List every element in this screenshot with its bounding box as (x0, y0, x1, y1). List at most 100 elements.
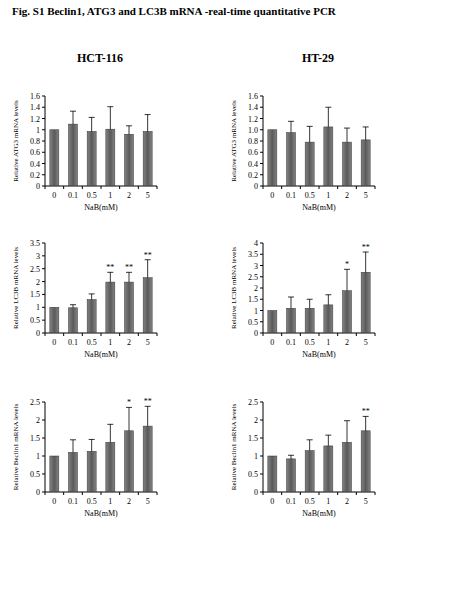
y-tick-label: 1.6 (30, 92, 40, 101)
error-cap (288, 121, 294, 122)
error-cap (70, 111, 76, 112)
error-bar (288, 455, 294, 459)
error-cap (107, 106, 113, 107)
significance: ** (362, 407, 370, 416)
x-tick (356, 186, 357, 189)
error-cap (307, 126, 313, 127)
y-tick-label: 1.4 (248, 103, 258, 112)
y-tick (260, 276, 263, 277)
column-header: HCT-116 (77, 51, 123, 65)
x-tick (82, 186, 83, 189)
x-tick (300, 492, 301, 495)
y-tick (42, 320, 45, 321)
y-tick-label: 0.2 (30, 171, 40, 180)
x-tick (375, 333, 376, 336)
x-tick (263, 333, 264, 336)
error-cap (344, 128, 350, 129)
bar (268, 456, 277, 492)
x-tick-label: 0.1 (68, 338, 78, 347)
error-cap (344, 420, 350, 421)
y-tick-label: 0 (36, 182, 40, 191)
x-tick (82, 333, 83, 336)
y-tick-label: 0 (36, 488, 40, 497)
y-tick-label: 1.6 (248, 92, 258, 101)
y-tick-label: 3 (36, 252, 40, 261)
error-stem (347, 269, 348, 290)
error-stem (129, 407, 130, 430)
x-tick (337, 333, 338, 336)
bar (268, 311, 277, 334)
y-tick (260, 310, 263, 311)
y-tick-label: 2 (254, 284, 258, 293)
significance: ** (144, 251, 152, 260)
y-tick (42, 96, 45, 97)
y-axis (45, 402, 46, 492)
x-axis-label: NaB(mM) (84, 350, 118, 359)
y-tick-label: 0.8 (30, 137, 40, 146)
panel: 00.511.522.533.5400.10.5125NaB(mM)Relati… (230, 239, 375, 359)
x-tick (300, 333, 301, 336)
error-stem (73, 440, 74, 453)
y-tick-label: 0.4 (30, 160, 40, 169)
error-cap (307, 439, 313, 440)
x-tick (319, 186, 320, 189)
error-bar (307, 299, 313, 308)
y-tick (42, 141, 45, 142)
bar (143, 131, 152, 186)
y-tick-label: 2 (254, 416, 258, 425)
error-stem (110, 424, 111, 442)
y-tick (260, 420, 263, 421)
x-tick-label: 0.1 (286, 497, 296, 506)
bar (287, 133, 296, 186)
x-axis-label: NaB(mM) (302, 509, 336, 518)
error-stem (347, 421, 348, 443)
error-bar (145, 406, 151, 426)
x-tick-label: 2 (127, 191, 131, 200)
x-tick-label: 1 (326, 497, 330, 506)
bar (143, 278, 152, 333)
y-tick-label: 1.5 (30, 434, 40, 443)
y-tick (260, 243, 263, 244)
x-tick (281, 186, 282, 189)
error-stem (147, 260, 148, 278)
x-tick (101, 333, 102, 336)
error-bar (70, 305, 76, 308)
x-tick-label: 5 (146, 191, 150, 200)
x-tick (157, 333, 158, 336)
y-axis-label: Relative ATG3 mRNA levels (12, 100, 20, 182)
y-tick (260, 321, 263, 322)
error-bar (89, 117, 95, 131)
error-cap (145, 114, 151, 115)
x-axis-label: NaB(mM) (84, 203, 118, 212)
y-tick-label: 0.4 (248, 160, 258, 169)
bar (69, 452, 78, 492)
x-tick-label: 1 (108, 191, 112, 200)
x-tick (63, 333, 64, 336)
x-tick-label: 5 (146, 338, 150, 347)
bar (268, 130, 277, 186)
error-stem (365, 252, 366, 272)
y-tick (260, 474, 263, 475)
error-stem (328, 107, 329, 127)
panel: 00.511.522.500.10.5125NaB(mM)Relative Be… (12, 397, 157, 518)
y-tick (42, 420, 45, 421)
bar (50, 456, 59, 492)
x-tick-label: 0.5 (87, 497, 97, 506)
error-stem (73, 305, 74, 308)
error-cap (288, 297, 294, 298)
bar (305, 451, 314, 492)
error-stem (328, 435, 329, 446)
y-tick-label: 1 (36, 303, 40, 312)
x-tick (101, 492, 102, 495)
y-axis-label: Relative LC3B mRNA levels (12, 247, 20, 329)
column-header: HT-29 (302, 51, 334, 65)
x-tick (356, 492, 357, 495)
y-tick-label: 0.8 (248, 137, 258, 146)
x-tick-label: 0.5 (305, 497, 315, 506)
bar (106, 442, 115, 492)
error-bar (325, 295, 331, 305)
y-tick (260, 96, 263, 97)
y-tick-label: 0.5 (30, 470, 40, 479)
significance: * (127, 398, 131, 407)
bar (305, 142, 314, 186)
